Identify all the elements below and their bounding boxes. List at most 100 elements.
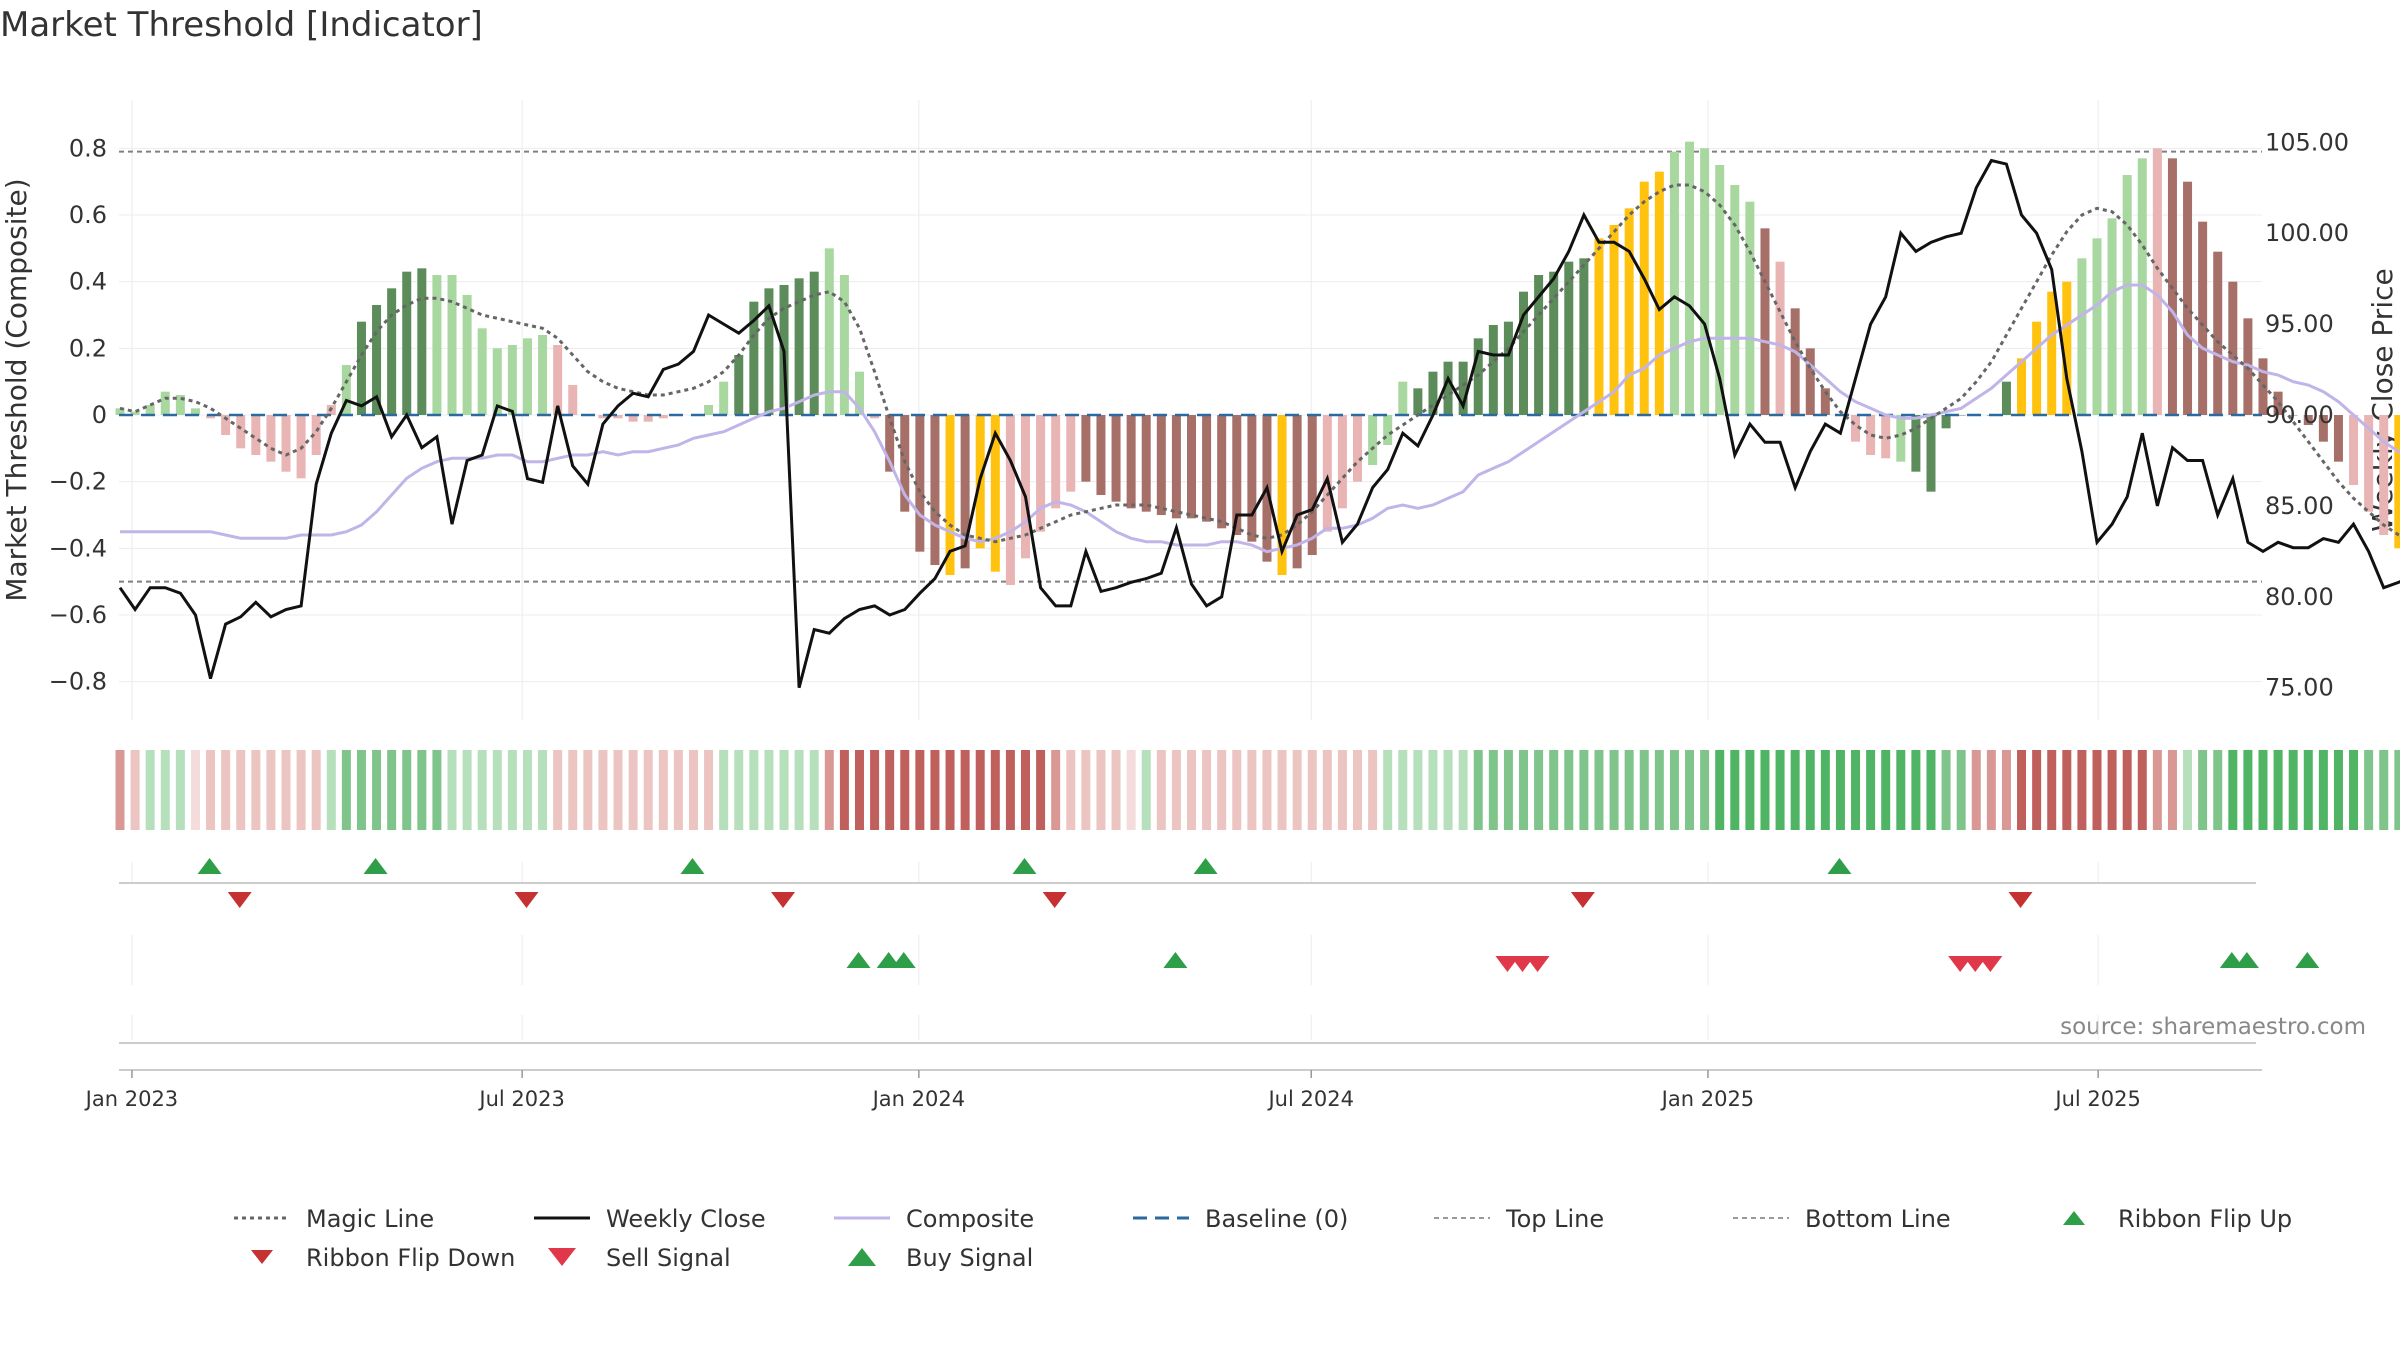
y2-tick-label: 75.00 <box>2265 674 2334 702</box>
buy-signal-marker <box>2219 952 2244 968</box>
x-tick-label: Jan 2025 <box>1660 1087 1755 1111</box>
ribbon-cell <box>190 750 200 830</box>
composite-bar <box>311 415 321 455</box>
ribbon-cell <box>2017 750 2027 830</box>
composite-bar <box>372 305 382 415</box>
ribbon-cell <box>2258 750 2268 830</box>
composite-bar <box>2288 415 2298 416</box>
composite-bar <box>2047 291 2057 415</box>
ribbon-cell <box>1081 750 1091 830</box>
ribbon-cell <box>447 750 457 830</box>
ribbon-cell <box>538 750 548 830</box>
ribbon-cell <box>175 750 185 830</box>
buy-signal-marker <box>1163 952 1188 968</box>
composite-bar <box>1126 415 1136 509</box>
ribbon-cell <box>2167 750 2177 830</box>
composite-bar <box>2001 381 2011 415</box>
y-tick-label: 0.6 <box>69 201 107 229</box>
ribbon-cell <box>628 750 638 830</box>
composite-bar <box>930 415 940 565</box>
legend-symbol-triangle-down-dark <box>251 1250 273 1264</box>
ribbon-flip-down-marker <box>1570 892 1595 908</box>
ribbon-cell <box>764 750 774 830</box>
ribbon-cell <box>1956 750 1966 830</box>
composite-bar <box>507 345 517 415</box>
ribbon-cell <box>2213 750 2223 830</box>
ribbon-cell <box>1217 750 1227 830</box>
composite-bar <box>1428 371 1438 415</box>
legend-label: Composite <box>906 1205 1034 1233</box>
legend-label: Magic Line <box>306 1205 434 1233</box>
ribbon-flip-down-marker <box>227 892 252 908</box>
ribbon-cell <box>688 750 698 830</box>
composite-bar <box>1066 415 1076 492</box>
legend-symbol-triangle-up-dark <box>2063 1211 2085 1225</box>
composite-bar <box>2394 415 2400 549</box>
ribbon-cell <box>2333 750 2343 830</box>
ribbon-cell <box>553 750 563 830</box>
composite-bar <box>2228 281 2238 415</box>
composite-bar <box>1730 185 1740 415</box>
composite-bar <box>492 348 502 415</box>
ribbon-cell <box>915 750 925 830</box>
ribbon-cell <box>930 750 940 830</box>
y2-tick-label: 90.00 <box>2265 401 2334 429</box>
ribbon-cell <box>2394 750 2400 830</box>
composite-bar <box>387 288 397 415</box>
composite-bar <box>1413 388 1423 415</box>
composite-bar <box>1081 415 1091 482</box>
ribbon-cell <box>673 750 683 830</box>
ribbon-cell <box>2273 750 2283 830</box>
composite-bar <box>1247 415 1257 542</box>
ribbon-cell <box>990 750 1000 830</box>
composite-bar <box>1519 291 1529 415</box>
ribbon-cell <box>1911 750 1921 830</box>
composite-bar <box>1715 165 1725 415</box>
ribbon-cell <box>1020 750 1030 830</box>
grid-layer <box>119 100 2262 1071</box>
ribbon-cell <box>341 750 351 830</box>
composite-bar <box>2333 415 2343 462</box>
composite-bar <box>885 415 895 472</box>
ribbon-cell <box>2364 750 2374 830</box>
ribbon-flip-up-marker <box>680 858 705 874</box>
composite-bar <box>1020 415 1030 559</box>
composite-bar <box>1775 261 1785 415</box>
composite-bar <box>839 275 849 415</box>
composite-line <box>120 283 2400 554</box>
ribbon-cell <box>356 750 366 830</box>
composite-bar <box>2062 281 2072 415</box>
x-tick-label: Jul 2024 <box>1266 1087 1353 1111</box>
y2-tick-label: 85.00 <box>2265 492 2334 520</box>
composite-bar <box>915 415 925 552</box>
composite-bar <box>1202 415 1212 522</box>
ribbon-flip-down-marker <box>1042 892 1067 908</box>
ribbon-cell <box>1941 750 1951 830</box>
composite-bar <box>2183 181 2193 415</box>
composite-bar <box>870 415 880 419</box>
composite-bar <box>1307 415 1317 555</box>
composite-bar <box>1564 261 1574 415</box>
composite-bar <box>1187 415 1196 519</box>
ribbon-cell <box>960 750 970 830</box>
ribbon-cell <box>1745 750 1755 830</box>
ribbon-cell <box>1851 750 1861 830</box>
ribbon-cell <box>1202 750 1212 830</box>
legend-label: Sell Signal <box>606 1244 731 1272</box>
ribbon-cell <box>130 750 140 830</box>
ribbon-cell <box>900 750 910 830</box>
ribbon-cell <box>794 750 804 830</box>
ribbon-cell <box>1805 750 1815 830</box>
composite-bar <box>2303 415 2313 425</box>
ribbon-cell <box>1488 750 1498 830</box>
composite-bar <box>115 408 125 415</box>
composite-bar <box>2364 415 2374 512</box>
ribbon-cell <box>583 750 593 830</box>
ribbon-cell <box>236 750 246 830</box>
composite-bar <box>643 415 653 422</box>
sell-signal-marker <box>1525 956 1550 972</box>
ribbon-cell <box>975 750 985 830</box>
ribbon-cell <box>1413 750 1423 830</box>
composite-bar <box>719 381 729 415</box>
